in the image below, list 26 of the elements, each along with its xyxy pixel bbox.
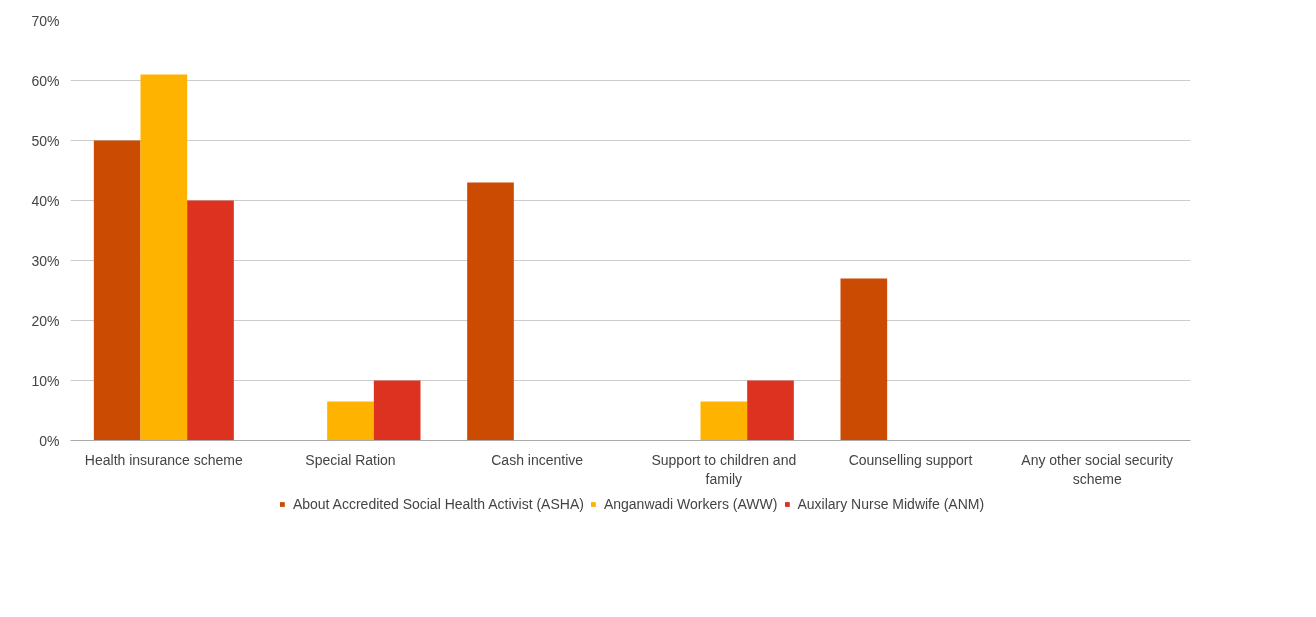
x-tick-label: Special Ration [305,451,396,468]
y-tick-label: 50% [31,132,60,149]
y-tick-label: 60% [31,72,60,89]
bar [140,74,188,441]
bar [93,140,141,441]
bar [840,278,888,441]
y-tick-label: 20% [31,312,60,329]
y-tick-label: 0% [39,432,60,449]
bar [747,380,794,441]
bar [373,380,421,441]
y-tick-label: 30% [31,252,60,269]
x-tick-label: Any other social security scheme [1021,451,1174,487]
x-tick-label: Support to children and family [651,451,797,487]
legend-label: Auxilary Nurse Midwife (ANM) [797,496,985,512]
x-tick-label: Cash incentive [491,451,584,468]
x-tick-label: Health insurance scheme [84,451,244,468]
y-tick-label: 70% [31,12,60,29]
x-tick-label: Counselling support [848,451,973,468]
legend-label: About Accredited Social Health Activist (ASHA) [292,496,584,512]
bar [187,200,234,441]
y-tick-label: 10% [31,372,60,389]
bar [467,182,514,441]
y-tick-label: 40% [31,192,60,209]
bar [700,401,748,441]
bar [327,401,374,441]
legend-label: Anganwadi Workers (AWW) [603,496,778,512]
